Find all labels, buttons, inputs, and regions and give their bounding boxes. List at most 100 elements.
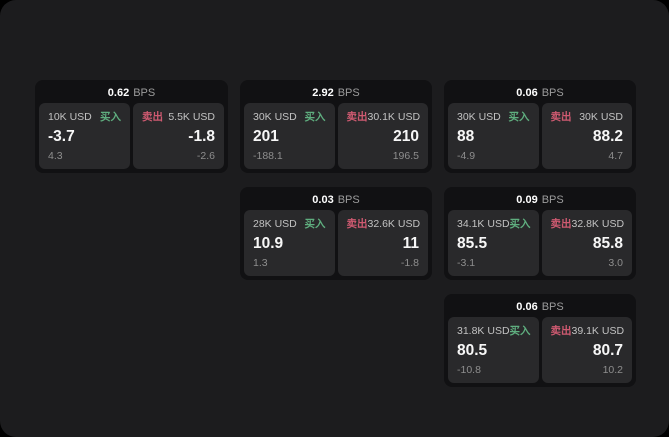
bps-value: 0.09: [516, 194, 538, 206]
card-body: 34.1K USD 买入 85.5 -3.1 卖出 32.8K USD 85.8…: [448, 210, 632, 276]
sell-quote-panel[interactable]: 卖出 32.6K USD 11 -1.8: [337, 210, 428, 276]
sell-delta: -1.8: [400, 256, 419, 269]
sell-price: 80.7: [592, 342, 623, 360]
buy-price: 85.5: [457, 235, 488, 253]
sell-price: -1.8: [188, 128, 215, 146]
buy-price: 10.9: [253, 235, 284, 253]
sell-quote-panel[interactable]: 卖出 32.8K USD 85.8 3.0: [541, 210, 632, 276]
sell-side-label: 卖出: [550, 218, 572, 230]
bps-unit-label: BPS: [337, 87, 360, 99]
buy-top-row: 34.1K USD 买入: [457, 216, 531, 231]
sell-price: 11: [402, 235, 419, 253]
buy-quote-panel[interactable]: 34.1K USD 买入 85.5 -3.1: [448, 210, 539, 276]
buy-price: 80.5: [457, 342, 488, 360]
sell-quote-panel[interactable]: 卖出 5.5K USD -1.8 -2.6: [133, 103, 224, 169]
buy-amount-label: 30K USD: [457, 110, 501, 123]
buy-quote-panel[interactable]: 30K USD 买入 88 -4.9: [448, 103, 539, 169]
bps-value: 0.62: [107, 87, 130, 99]
bps-value: 0.06: [516, 301, 538, 313]
card-body: 30K USD 买入 88 -4.9 卖出 30K USD 88.2 4.7: [448, 103, 632, 169]
buy-side-label: 买入: [509, 325, 531, 337]
bps-value: 0.06: [516, 87, 538, 99]
quote-grid: 0.62 BPS 10K USD 买入 -3.7 4.3 卖出 5.5K USD…: [35, 80, 636, 387]
sell-price: 85.8: [592, 235, 623, 253]
buy-delta: 1.3: [253, 256, 268, 269]
buy-quote-panel[interactable]: 30K USD 买入 201 -188.1: [244, 103, 335, 169]
sell-top-row: 卖出 5.5K USD: [142, 109, 215, 124]
sell-top-row: 卖出 32.6K USD: [346, 216, 421, 231]
sell-price: 210: [393, 128, 419, 146]
sell-quote-panel[interactable]: 卖出 39.1K USD 80.7 10.2: [541, 317, 632, 383]
card-body: 31.8K USD 买入 80.5 -10.8 卖出 39.1K USD 80.…: [448, 317, 632, 383]
buy-amount-label: 28K USD: [253, 217, 297, 230]
sell-side-label: 卖出: [550, 111, 572, 123]
sell-delta: 196.5: [392, 149, 419, 162]
card-body: 30K USD 买入 201 -188.1 卖出 30.1K USD 210 1…: [244, 103, 428, 169]
bps-unit-label: BPS: [541, 301, 564, 313]
sell-delta: 10.2: [602, 363, 623, 376]
card-header: 0.06 BPS: [448, 297, 632, 317]
buy-delta: -3.1: [457, 256, 476, 269]
buy-delta: 4.3: [48, 149, 63, 162]
sell-side-label: 卖出: [550, 325, 572, 337]
sell-top-row: 卖出 30.1K USD: [346, 109, 421, 124]
sell-quote-panel[interactable]: 卖出 30.1K USD 210 196.5: [337, 103, 428, 169]
bps-unit-label: BPS: [337, 194, 360, 206]
bps-value: 2.92: [312, 87, 334, 99]
sell-top-row: 卖出 39.1K USD: [550, 323, 625, 338]
buy-side-label: 买入: [304, 218, 326, 230]
buy-amount-label: 34.1K USD: [457, 217, 510, 230]
quote-card[interactable]: 0.03 BPS 28K USD 买入 10.9 1.3 卖出 32.6K US…: [240, 187, 432, 280]
buy-amount-label: 30K USD: [253, 110, 297, 123]
buy-quote-panel[interactable]: 31.8K USD 买入 80.5 -10.8: [448, 317, 539, 383]
bps-unit-label: BPS: [133, 87, 156, 99]
card-header: 2.92 BPS: [244, 83, 428, 103]
buy-top-row: 10K USD 买入: [48, 109, 121, 124]
sell-side-label: 卖出: [142, 111, 163, 123]
quote-card[interactable]: 0.09 BPS 34.1K USD 买入 85.5 -3.1 卖出 32.8K…: [444, 187, 636, 280]
card-header: 0.03 BPS: [244, 190, 428, 210]
card-header: 0.09 BPS: [448, 190, 632, 210]
sell-amount-label: 32.6K USD: [367, 217, 421, 230]
buy-side-label: 买入: [508, 111, 530, 123]
quote-card[interactable]: 2.92 BPS 30K USD 买入 201 -188.1 卖出 30.1K …: [240, 80, 432, 173]
bps-unit-label: BPS: [541, 87, 564, 99]
sell-amount-label: 32.8K USD: [571, 217, 625, 230]
sell-amount-label: 39.1K USD: [571, 324, 625, 337]
buy-price: 88: [457, 128, 475, 146]
card-body: 28K USD 买入 10.9 1.3 卖出 32.6K USD 11 -1.8: [244, 210, 428, 276]
sell-amount-label: 30.1K USD: [367, 110, 421, 123]
card-header: 0.62 BPS: [39, 83, 224, 103]
buy-side-label: 买入: [509, 218, 531, 230]
buy-quote-panel[interactable]: 10K USD 买入 -3.7 4.3: [39, 103, 130, 169]
buy-amount-label: 31.8K USD: [457, 324, 510, 337]
buy-delta: -4.9: [457, 149, 476, 162]
buy-side-label: 买入: [304, 111, 326, 123]
sell-top-row: 卖出 30K USD: [551, 109, 624, 124]
buy-delta: -188.1: [253, 149, 283, 162]
quote-card[interactable]: 0.06 BPS 31.8K USD 买入 80.5 -10.8 卖出 39.1…: [444, 294, 636, 387]
buy-price: -3.7: [48, 128, 75, 146]
sell-amount-label: 30K USD: [579, 110, 623, 123]
buy-side-label: 买入: [100, 111, 121, 123]
sell-side-label: 卖出: [346, 111, 368, 123]
buy-quote-panel[interactable]: 28K USD 买入 10.9 1.3: [244, 210, 335, 276]
buy-top-row: 31.8K USD 买入: [457, 323, 531, 338]
bps-unit-label: BPS: [541, 194, 564, 206]
sell-delta: 3.0: [608, 256, 623, 269]
buy-delta: -10.8: [457, 363, 481, 376]
buy-top-row: 30K USD 买入: [253, 109, 326, 124]
sell-delta: -2.6: [196, 149, 215, 162]
sell-side-label: 卖出: [346, 218, 368, 230]
sell-quote-panel[interactable]: 卖出 30K USD 88.2 4.7: [541, 103, 632, 169]
buy-top-row: 30K USD 买入: [457, 109, 530, 124]
quote-card[interactable]: 0.06 BPS 30K USD 买入 88 -4.9 卖出 30K USD 8…: [444, 80, 636, 173]
bps-value: 0.03: [312, 194, 334, 206]
sell-price: 88.2: [592, 128, 623, 146]
card-body: 10K USD 买入 -3.7 4.3 卖出 5.5K USD -1.8 -2.…: [39, 103, 224, 169]
sell-delta: 4.7: [608, 149, 623, 162]
buy-price: 201: [253, 128, 279, 146]
quote-card[interactable]: 0.62 BPS 10K USD 买入 -3.7 4.3 卖出 5.5K USD…: [35, 80, 228, 173]
sell-top-row: 卖出 32.8K USD: [550, 216, 625, 231]
